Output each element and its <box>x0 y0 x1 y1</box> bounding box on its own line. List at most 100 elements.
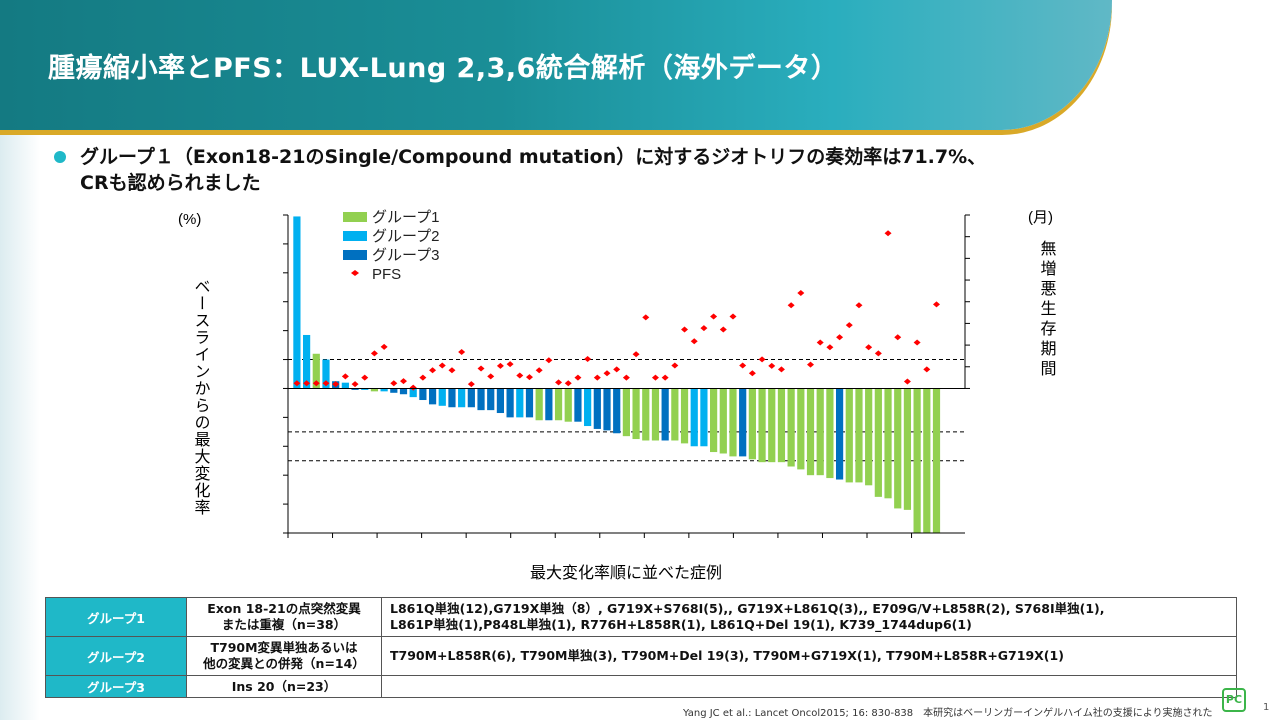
pfs-point <box>836 334 844 341</box>
bar <box>399 388 408 395</box>
pfs-point <box>293 380 301 387</box>
pfs-point <box>555 379 563 386</box>
pfs-point <box>438 362 446 369</box>
x-axis-label: 最大変化率順に並べた症例 <box>530 564 722 582</box>
legend-label: PFS <box>372 266 401 283</box>
pfs-point <box>584 355 592 362</box>
pfs-point <box>768 362 776 369</box>
group-cell: グループ1 <box>45 597 187 637</box>
pfs-point <box>370 350 378 357</box>
pfs-point <box>913 339 921 346</box>
pfs-point <box>632 351 640 358</box>
pfs-point <box>390 380 398 387</box>
bar <box>458 388 466 408</box>
pfs-point <box>661 374 669 381</box>
citation-footer: Yang JC et al.: Lancet Oncol2015; 16: 83… <box>683 708 1213 719</box>
bar <box>351 388 359 390</box>
bar <box>613 388 621 434</box>
bar <box>487 388 495 411</box>
bar <box>380 388 388 392</box>
bar <box>845 388 853 483</box>
background-fade <box>0 130 40 720</box>
pfs-point <box>894 334 902 341</box>
bar <box>545 388 553 421</box>
bar <box>865 388 873 486</box>
pfs-point <box>574 374 582 381</box>
bar <box>312 353 320 389</box>
pfs-point <box>593 374 601 381</box>
bar <box>341 382 349 389</box>
pfs-point <box>816 339 824 346</box>
pfs-point <box>903 378 911 385</box>
pfs-point <box>419 374 427 381</box>
pfs-point <box>758 356 766 363</box>
table-row: グループ3 Ins 20（n=23） <box>45 675 1237 698</box>
bar <box>729 388 737 457</box>
bar <box>680 388 689 444</box>
pfs-point <box>487 373 495 380</box>
desc-line: または重複（n=38） <box>221 617 347 632</box>
pfs-point <box>932 301 940 308</box>
bar <box>894 388 902 509</box>
pfs-point <box>748 370 756 377</box>
pfs-point <box>341 373 349 380</box>
y-axis-label: ベースラインからの最大変化率 <box>192 278 211 516</box>
bar <box>768 388 776 463</box>
bar <box>322 359 330 389</box>
pfs-point <box>351 381 359 388</box>
y2-axis-unit: (月) <box>1028 209 1053 226</box>
bar <box>855 388 863 483</box>
pfs-point <box>700 325 708 332</box>
mutation-line: L861P単独(1),P848L単独(1), R776H+L858R(1), L… <box>390 617 972 632</box>
pfs-point <box>884 230 892 237</box>
bar <box>419 388 427 401</box>
pfs-point <box>739 362 747 369</box>
pfs-point <box>681 326 689 333</box>
bar <box>642 388 650 441</box>
desc-cell: T790M変異単独あるいは 他の変異との併発（n=14） <box>186 636 382 676</box>
pfs-point <box>448 367 456 374</box>
pfs-point <box>535 367 543 374</box>
pfs-point <box>710 313 718 320</box>
pfs-point <box>729 313 737 320</box>
page-number: 1 <box>1263 702 1270 713</box>
desc-cell: Exon 18-21の点突然変異 または重複（n=38） <box>186 597 382 637</box>
bar <box>816 388 824 476</box>
pfs-point <box>874 350 882 357</box>
bar <box>622 388 630 437</box>
pfs-point <box>642 314 650 321</box>
bar <box>671 388 679 441</box>
bar <box>719 388 727 454</box>
bar <box>370 388 379 392</box>
group-cell: グループ3 <box>45 675 187 698</box>
bullet-line-2: CRも認められました <box>80 172 261 194</box>
title-banner: 腫瘍縮小率とPFS：LUX-Lung 2,3,6統合解析（海外データ） <box>0 0 1112 130</box>
bullet-line-1: グループ１（Exon18-21のSingle/Compound mutation… <box>80 146 987 168</box>
mutation-cell <box>381 675 1237 698</box>
mutation-cell: L861Q単独(12),G719X単独（8）, G719X+S768I(5),,… <box>381 597 1237 637</box>
pfs-point <box>797 290 805 297</box>
pfs-point <box>380 343 388 350</box>
legend-swatch <box>343 212 367 222</box>
bar <box>438 388 446 406</box>
bar <box>632 388 640 440</box>
bar <box>525 388 534 418</box>
desc-line: T790M変異単独あるいは <box>210 640 358 655</box>
pfs-point <box>564 380 572 387</box>
bar <box>496 388 505 414</box>
desc-line: Exon 18-21の点突然変異 <box>207 601 361 616</box>
pc-logo: PC <box>1222 688 1246 712</box>
bar <box>593 388 601 429</box>
desc-line: 他の変異との併発（n=14） <box>203 656 365 671</box>
pfs-point <box>458 349 466 356</box>
pfs-point <box>807 361 815 368</box>
bar <box>826 388 834 479</box>
page-title: 腫瘍縮小率とPFS：LUX-Lung 2,3,6統合解析（海外データ） <box>48 53 839 84</box>
bar <box>923 388 931 533</box>
pfs-point <box>525 374 533 381</box>
bar <box>574 388 582 422</box>
bar <box>554 388 563 421</box>
pfs-point <box>845 322 853 329</box>
table-row: グループ1 Exon 18-21の点突然変異 または重複（n=38） L861Q単… <box>45 597 1237 637</box>
legend-swatch <box>343 250 367 260</box>
